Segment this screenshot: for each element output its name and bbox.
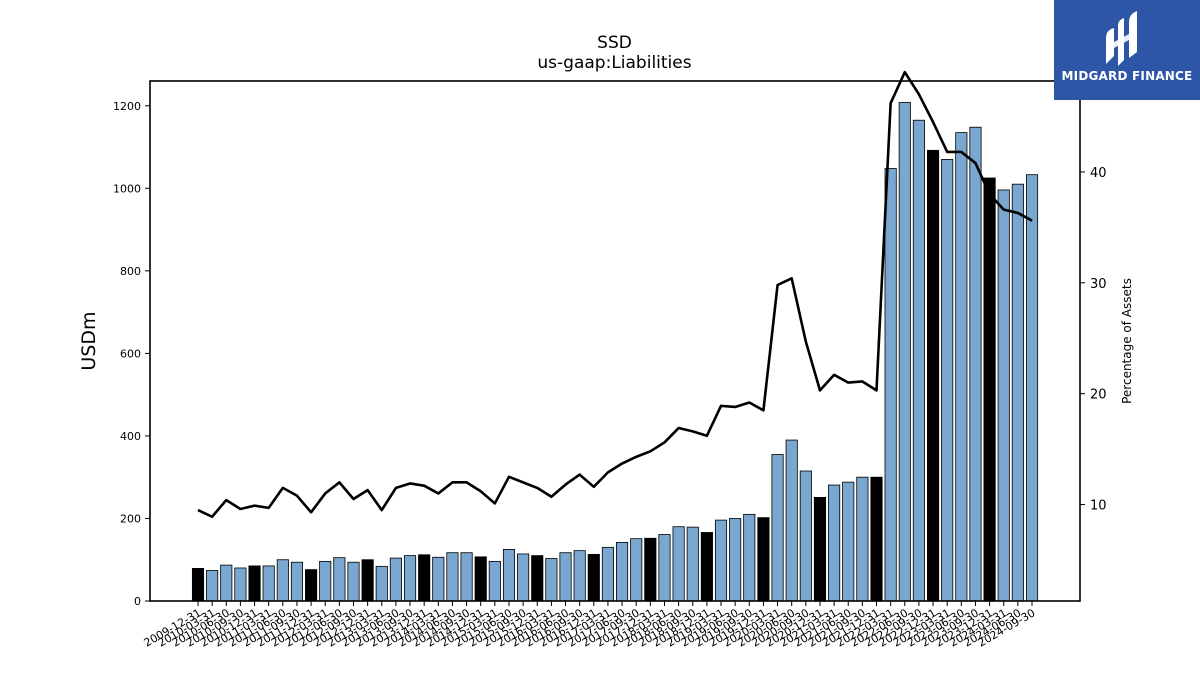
bar-2016-03-31 bbox=[545, 558, 558, 602]
y2-tick-label-20: 20 bbox=[1090, 388, 1107, 403]
y-tick-label-200: 200 bbox=[120, 512, 141, 525]
y-tick-label-400: 400 bbox=[120, 430, 141, 443]
bar-2020-03-31 bbox=[771, 454, 784, 602]
bar-2014-03-31 bbox=[432, 556, 445, 602]
bar-2018-03-31 bbox=[658, 534, 671, 602]
midgard-finance-logo: MIDGARD FINANCE bbox=[1054, 0, 1200, 100]
bar-2020-09-30 bbox=[799, 470, 812, 602]
bar-2013-09-30 bbox=[403, 555, 417, 602]
bar-2018-12-31 bbox=[700, 532, 713, 602]
bar-2012-09-30 bbox=[347, 561, 360, 602]
bar-2020-12-31 bbox=[813, 497, 827, 602]
y-tick-label-1200: 1200 bbox=[113, 100, 141, 113]
bar-2012-12-31 bbox=[361, 559, 374, 602]
bar-2016-09-30 bbox=[573, 550, 586, 602]
bar-2023-09-30 bbox=[969, 126, 982, 602]
bar-2015-09-30 bbox=[517, 553, 530, 602]
bar-2019-06-30 bbox=[729, 518, 742, 602]
y2-tick-label-40: 40 bbox=[1090, 166, 1107, 181]
bar-2022-12-31 bbox=[927, 149, 940, 602]
y2-axis-label: Percentage of Assets bbox=[1120, 278, 1134, 404]
bar-2023-03-31 bbox=[941, 159, 954, 602]
bar-2013-12-31 bbox=[418, 554, 431, 602]
bar-2017-09-30 bbox=[630, 538, 643, 602]
bar-2021-09-30 bbox=[856, 476, 869, 602]
logo-mark-icon bbox=[1106, 11, 1137, 66]
bar-2010-03-31 bbox=[206, 570, 219, 602]
bar-2012-06-30 bbox=[333, 557, 346, 602]
bar-2011-03-31 bbox=[262, 565, 275, 602]
bar-2021-12-31 bbox=[870, 476, 883, 602]
y-tick-label-1000: 1000 bbox=[113, 182, 141, 195]
y-tick-label-0: 0 bbox=[134, 595, 141, 608]
y-axis-label: USDm bbox=[78, 311, 100, 370]
bar-2017-03-31 bbox=[601, 546, 614, 602]
bar-2022-09-30 bbox=[912, 119, 925, 602]
plot-frame bbox=[149, 80, 1081, 602]
bar-2019-12-31 bbox=[757, 517, 770, 602]
bar-2015-12-31 bbox=[531, 555, 544, 602]
bar-2015-06-30 bbox=[502, 549, 516, 602]
bar-2024-06-30 bbox=[1011, 183, 1024, 602]
bar-2009-12-31 bbox=[191, 568, 205, 602]
bar-2017-06-30 bbox=[616, 542, 629, 602]
bar-2010-12-31 bbox=[248, 565, 261, 602]
y2-tick-label-30: 30 bbox=[1090, 277, 1107, 292]
bar-2010-06-30 bbox=[220, 564, 233, 602]
bar-2014-12-31 bbox=[474, 556, 487, 602]
bar-2021-03-31 bbox=[828, 484, 841, 602]
y-tick-label-600: 600 bbox=[120, 347, 141, 360]
plot-top-pad bbox=[150, 0, 1080, 80]
bar-2010-09-30 bbox=[234, 567, 247, 602]
percentage-line bbox=[197, 70, 1033, 519]
bar-2022-03-31 bbox=[884, 168, 897, 602]
bar-2024-09-30 bbox=[1025, 174, 1039, 602]
bar-2020-06-30 bbox=[785, 439, 798, 602]
bar-2012-03-31 bbox=[319, 560, 332, 602]
bar-2016-06-30 bbox=[559, 552, 572, 602]
bar-2013-03-31 bbox=[375, 565, 388, 602]
bar-2017-12-31 bbox=[644, 537, 657, 602]
bar-2011-06-30 bbox=[276, 559, 289, 602]
bar-2015-03-31 bbox=[488, 560, 501, 602]
bar-2011-09-30 bbox=[290, 561, 304, 602]
logo-text: MIDGARD FINANCE bbox=[1061, 69, 1193, 83]
bar-2014-09-30 bbox=[460, 552, 473, 602]
chart-title: SSD bbox=[597, 33, 632, 53]
bar-2022-06-30 bbox=[898, 102, 911, 602]
bar-2018-06-30 bbox=[672, 526, 685, 602]
bar-2019-03-31 bbox=[714, 519, 728, 602]
bar-2011-12-31 bbox=[305, 569, 318, 602]
bar-2016-12-31 bbox=[587, 553, 600, 602]
y2-tick-label-10: 10 bbox=[1090, 499, 1107, 514]
y-tick-label-800: 800 bbox=[120, 265, 141, 278]
bar-2021-06-30 bbox=[842, 481, 855, 602]
chart-subtitle: us-gaap:Liabilities bbox=[537, 53, 692, 73]
bar-2013-06-30 bbox=[389, 557, 402, 602]
bar-2024-03-31 bbox=[997, 189, 1010, 602]
bar-2014-06-30 bbox=[446, 552, 459, 602]
bar-2019-09-30 bbox=[743, 513, 756, 602]
bar-2023-06-30 bbox=[955, 132, 968, 602]
bar-2023-12-31 bbox=[983, 177, 996, 602]
bar-2018-09-30 bbox=[686, 526, 699, 602]
